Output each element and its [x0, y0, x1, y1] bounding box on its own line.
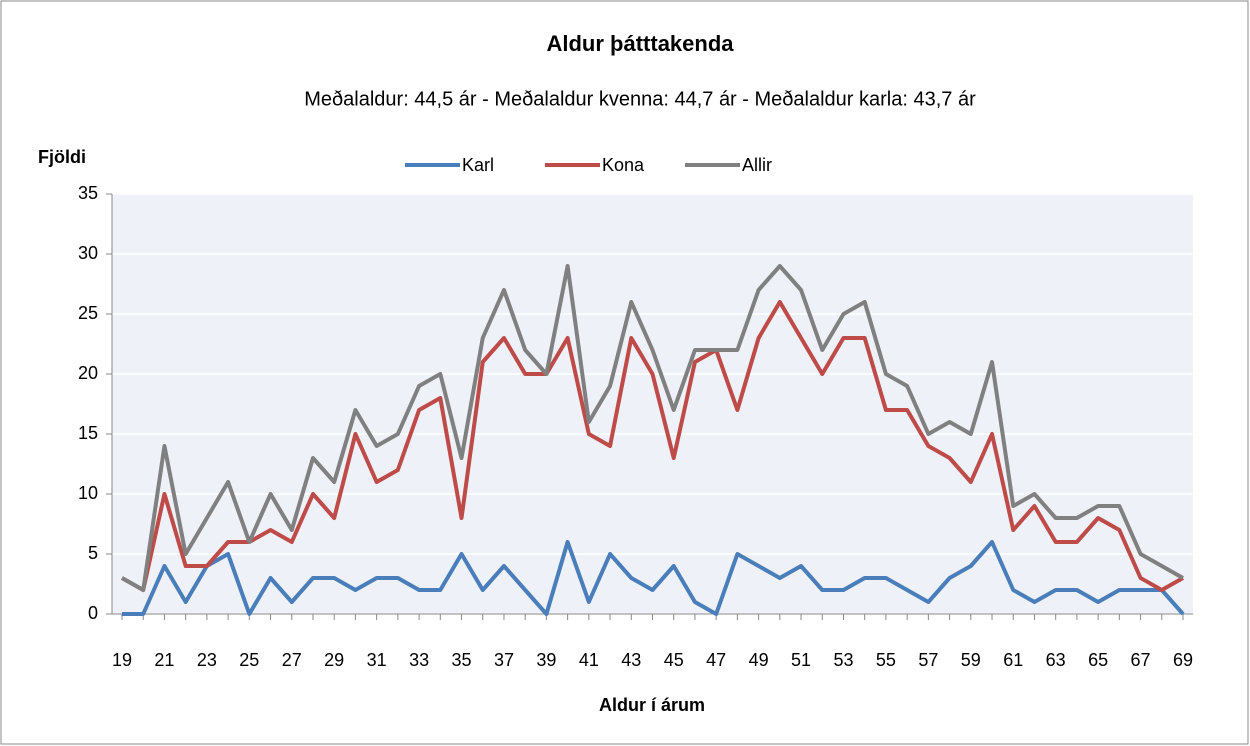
x-tick-label: 35 [452, 650, 472, 670]
y-axis-title: Fjöldi [38, 147, 86, 167]
y-tick-label: 25 [78, 303, 98, 323]
y-tick-label: 30 [78, 243, 98, 263]
x-tick-label: 33 [409, 650, 429, 670]
x-tick-label: 43 [621, 650, 641, 670]
x-tick-label: 49 [749, 650, 769, 670]
chart-subtitle: Meðalaldur: 44,5 ár - Meðalaldur kvenna:… [304, 88, 976, 110]
x-tick-label: 59 [961, 650, 981, 670]
series-line [121, 300, 1184, 592]
x-tick-label: 51 [791, 650, 811, 670]
chart-title: Aldur þátttakenda [546, 31, 734, 56]
x-tick-label: 23 [197, 650, 217, 670]
legend-label: Karl [462, 155, 494, 175]
x-tick-label: 53 [833, 650, 853, 670]
x-tick-label: 45 [664, 650, 684, 670]
x-tick-label: 65 [1088, 650, 1108, 670]
x-tick-label: 21 [154, 650, 174, 670]
x-tick-label: 25 [239, 650, 259, 670]
x-tick-label: 29 [324, 650, 344, 670]
y-tick-label: 10 [78, 483, 98, 503]
x-tick-label: 61 [1003, 650, 1023, 670]
x-tick-label: 37 [494, 650, 514, 670]
x-axis-title: Aldur í árum [599, 695, 705, 715]
x-tick-label: 55 [876, 650, 896, 670]
legend-label: Kona [602, 155, 645, 175]
x-tick-label: 41 [579, 650, 599, 670]
legend-label: Allir [742, 155, 772, 175]
y-tick-label: 20 [78, 363, 98, 383]
y-tick-label: 5 [88, 543, 98, 563]
y-tick-label: 35 [78, 183, 98, 203]
x-tick-label: 69 [1173, 650, 1193, 670]
x-tick-label: 39 [536, 650, 556, 670]
x-tick-label: 57 [918, 650, 938, 670]
y-tick-label: 0 [88, 603, 98, 623]
x-tick-label: 67 [1131, 650, 1151, 670]
x-tick-label: 27 [282, 650, 302, 670]
x-tick-label: 31 [367, 650, 387, 670]
x-tick-label: 63 [1046, 650, 1066, 670]
series-line [121, 264, 1184, 592]
plot-area [112, 194, 1193, 614]
y-tick-label: 15 [78, 423, 98, 443]
x-tick-label: 47 [706, 650, 726, 670]
x-tick-label: 19 [112, 650, 132, 670]
series-line [122, 540, 1185, 616]
